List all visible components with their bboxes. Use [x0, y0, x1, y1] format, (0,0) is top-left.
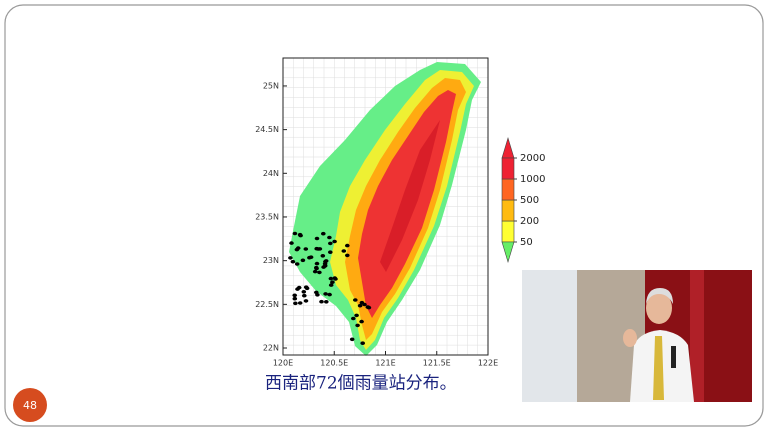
slide-number: 48	[23, 399, 37, 412]
station-dot	[314, 265, 319, 270]
station-dot	[345, 253, 350, 258]
video-screen	[522, 270, 577, 402]
y-tick-label: 24N	[263, 169, 279, 178]
station-dot	[303, 285, 309, 290]
station-dot	[297, 232, 303, 237]
station-dot	[302, 293, 307, 298]
station-dot	[365, 305, 371, 309]
colorbar-label: 50	[520, 237, 533, 248]
y-tick-label: 23N	[263, 256, 279, 265]
y-tick-label: 23.5N	[255, 212, 279, 221]
y-tick-label: 24.5N	[255, 125, 279, 134]
station-dot	[297, 301, 303, 305]
station-dot	[328, 276, 334, 281]
station-dot	[328, 241, 333, 246]
colorbar-segment	[501, 157, 515, 180]
station-dot	[323, 292, 328, 296]
station-dot	[341, 249, 347, 253]
video-curtain-fold	[690, 270, 704, 402]
colorbar-bottom-triangle	[501, 241, 515, 264]
colorbar-segment	[501, 199, 515, 222]
station-dot	[317, 270, 322, 275]
colorbar-segment	[501, 220, 515, 243]
x-tick-label: 120E	[273, 359, 293, 368]
station-dot	[359, 319, 364, 324]
station-dot	[312, 269, 318, 274]
station-dot	[289, 241, 294, 245]
colorbar-label: 500	[520, 195, 539, 206]
x-tick-label: 121.5E	[423, 359, 451, 368]
station-dot	[301, 290, 307, 294]
slide-number-badge	[13, 388, 47, 422]
y-tick-label: 22N	[263, 344, 279, 353]
station-dot	[360, 341, 366, 346]
station-dot	[292, 293, 298, 298]
station-dot	[355, 323, 360, 328]
station-dot	[320, 254, 326, 258]
station-dot	[315, 247, 321, 251]
colorbar-segment	[501, 178, 515, 201]
colorbar: 50 200 500 1000 2000	[501, 136, 545, 264]
station-dot	[288, 256, 293, 260]
station-dot	[328, 283, 334, 287]
y-tick-label: 25N	[263, 81, 279, 90]
station-dot	[294, 262, 300, 266]
station-dot	[307, 255, 312, 260]
station-dot	[362, 302, 367, 307]
station-dot	[349, 337, 355, 342]
station-dot	[300, 258, 306, 263]
colorbar-label: 200	[520, 216, 539, 227]
speaker-tie	[653, 336, 664, 400]
y-tick-label: 22.5N	[255, 300, 279, 309]
station-dot	[354, 313, 359, 318]
station-dot	[321, 231, 326, 236]
station-dot	[332, 239, 337, 244]
caption: 西南部72個雨量站分布。	[265, 374, 457, 394]
station-dot	[303, 247, 309, 251]
speaker-hand	[623, 329, 637, 347]
station-dot	[330, 280, 335, 285]
station-dot	[292, 296, 298, 301]
station-dot	[303, 299, 309, 303]
station-dot	[345, 243, 350, 248]
station-dot	[357, 303, 363, 308]
station-dot	[322, 264, 328, 268]
station-dot	[324, 300, 329, 304]
station-dot	[323, 259, 329, 263]
x-tick-label: 121E	[375, 359, 395, 368]
map	[282, 57, 489, 356]
station-dot	[315, 293, 320, 297]
station-dot	[292, 231, 298, 236]
x-tick-label: 122E	[478, 359, 498, 368]
station-dot	[327, 292, 332, 297]
station-dot	[319, 299, 324, 304]
station-dot	[295, 246, 301, 250]
station-dots	[288, 231, 372, 346]
station-dot	[353, 298, 358, 302]
colorbar-label: 2000	[520, 153, 545, 164]
station-dot	[293, 301, 298, 306]
station-dot	[327, 235, 332, 240]
speaker-hair	[646, 288, 673, 304]
station-dot	[314, 236, 320, 241]
speaker-head	[646, 292, 672, 324]
colorbar-label: 1000	[520, 174, 545, 185]
island-peaks	[380, 120, 440, 272]
station-dot	[332, 276, 338, 280]
microphone	[671, 346, 676, 368]
x-tick-label: 120.5E	[320, 359, 348, 368]
station-dot	[290, 259, 296, 264]
video-inset	[522, 270, 752, 402]
station-dot	[328, 250, 333, 254]
station-dot	[314, 261, 320, 266]
station-dot	[351, 316, 356, 321]
station-dot	[295, 287, 300, 291]
